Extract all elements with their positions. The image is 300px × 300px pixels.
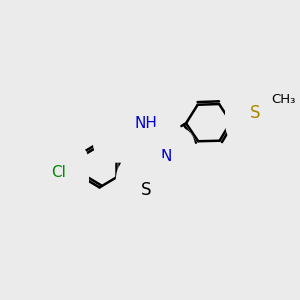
Text: CH₃: CH₃	[271, 93, 296, 106]
Text: N: N	[161, 149, 172, 164]
Text: O: O	[116, 125, 128, 140]
Text: Cl: Cl	[51, 164, 66, 179]
Text: NH: NH	[135, 116, 158, 131]
Text: S: S	[141, 181, 151, 199]
Text: S: S	[250, 104, 260, 122]
